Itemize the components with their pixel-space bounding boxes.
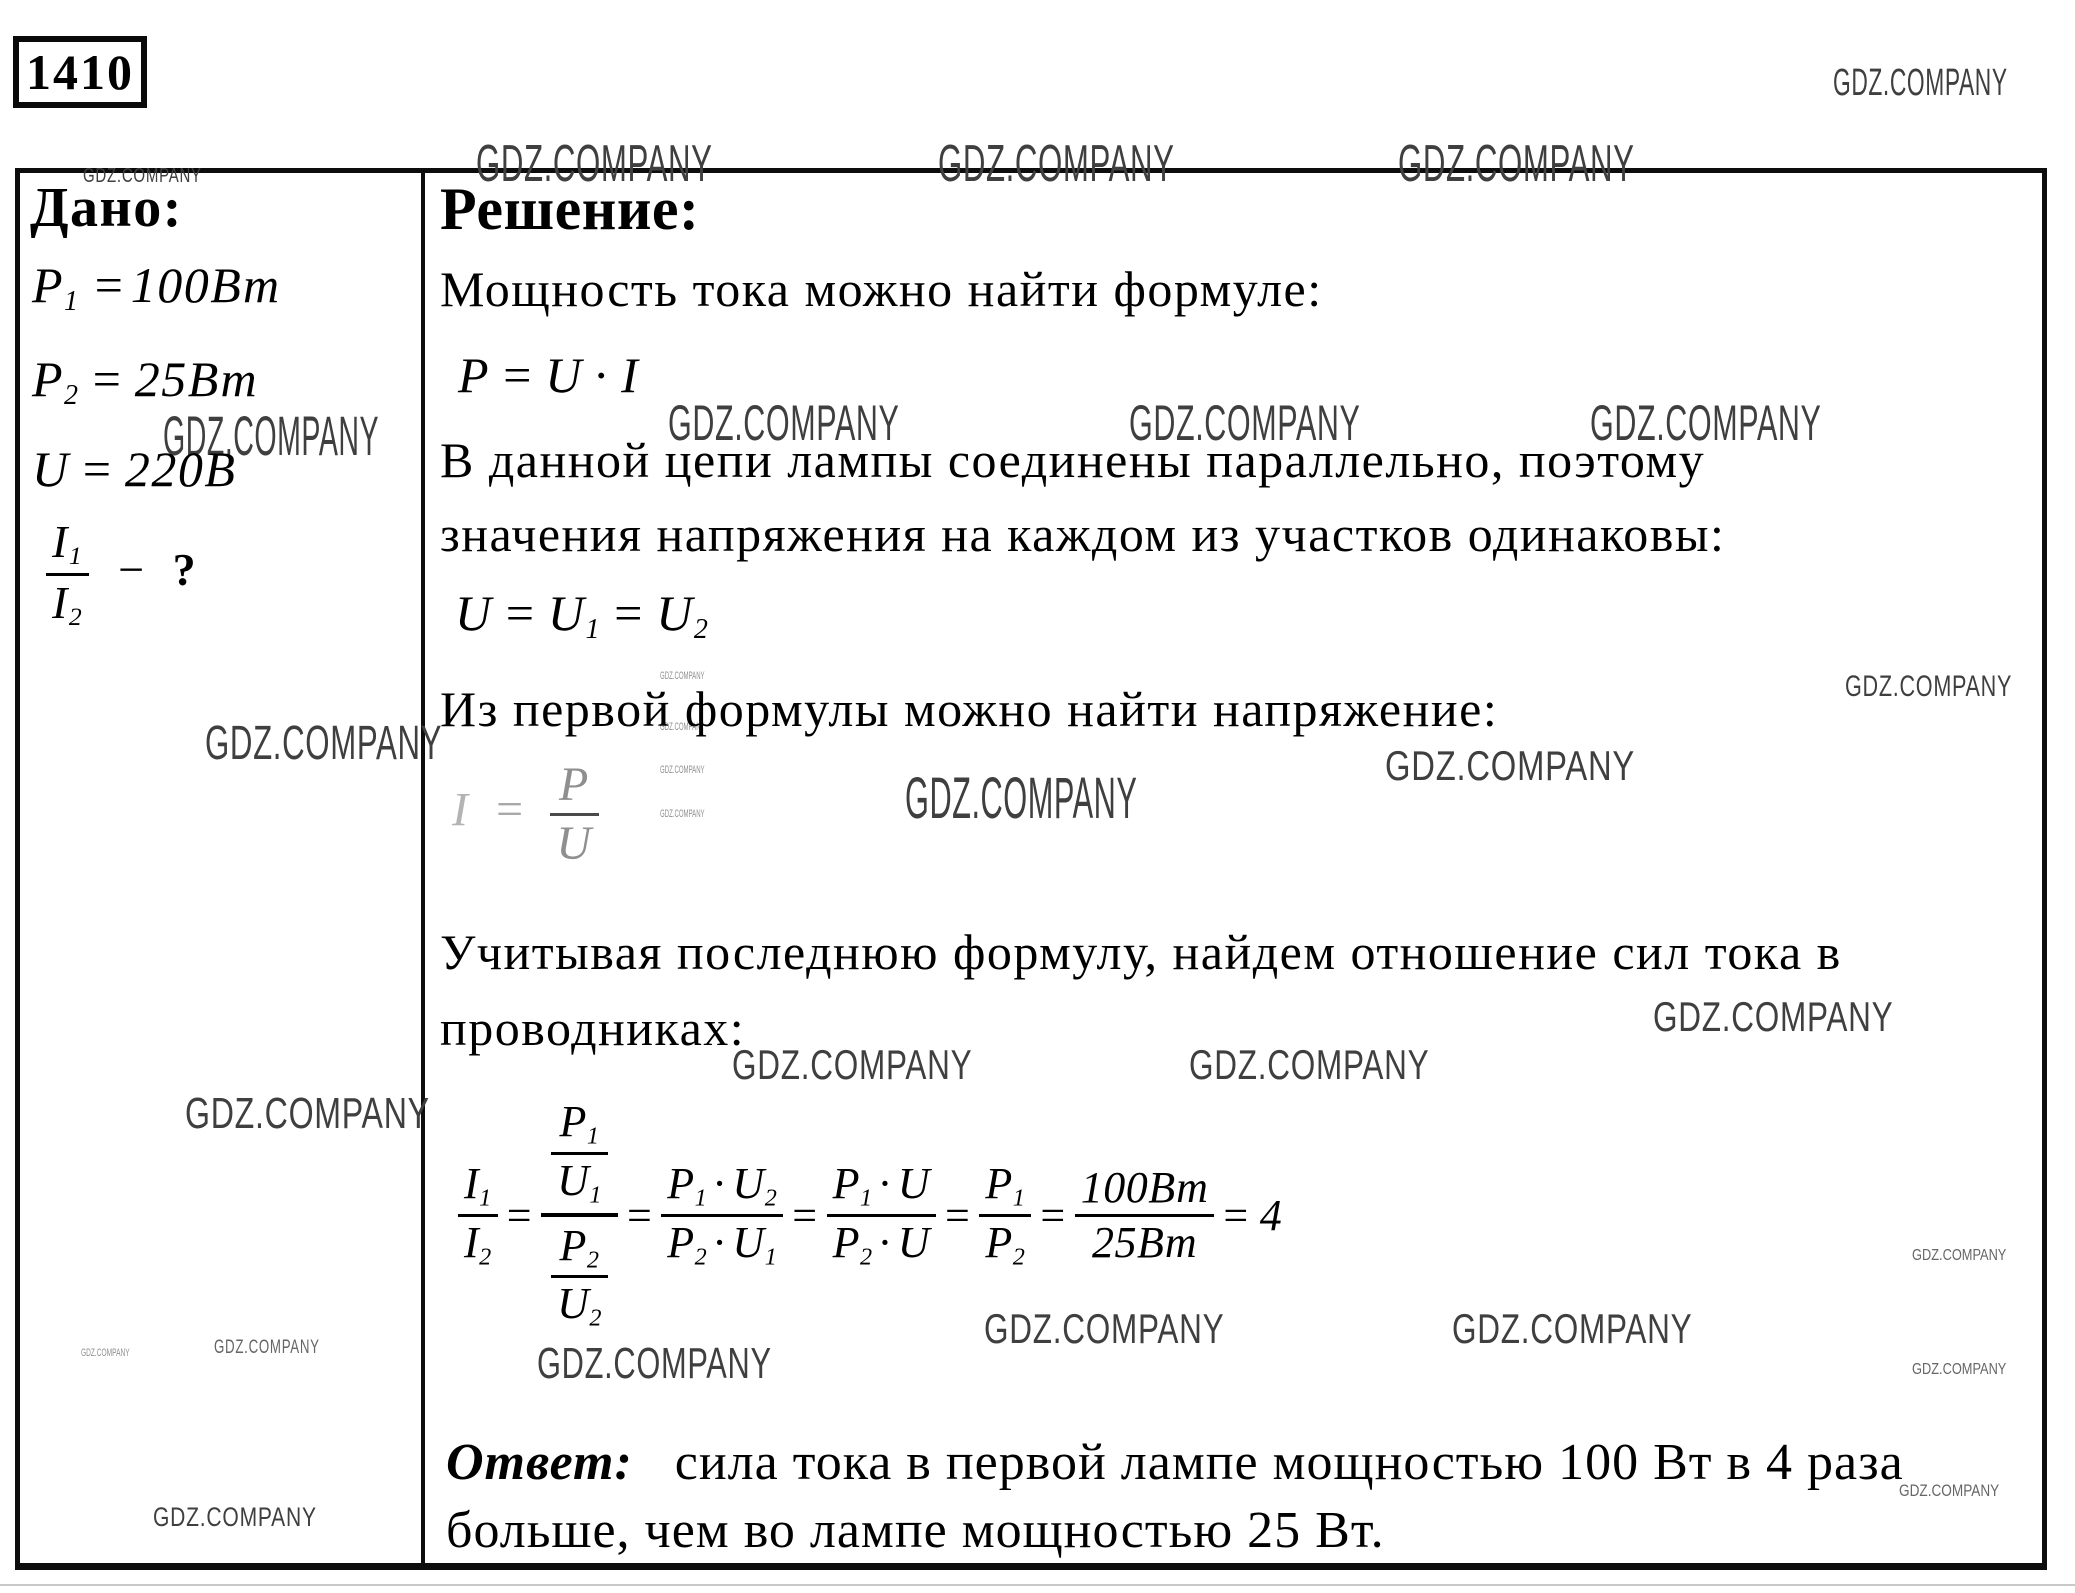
watermark-gdz: GDZ.COMPANY <box>185 1089 430 1138</box>
formula-current: I = P U <box>452 760 599 869</box>
column-divider <box>421 168 425 1565</box>
value-220: 220 <box>124 441 205 497</box>
symbol-P1: P <box>32 257 65 313</box>
watermark-gdz: GDZ.COMPANY <box>1653 993 1894 1040</box>
watermark-gdz: GDZ.COMPANY <box>1189 1041 1430 1088</box>
term-P1-P2: P1 P2 <box>979 1161 1032 1269</box>
unit-watt: Вт <box>187 351 259 407</box>
given-title: Дано: <box>30 177 183 239</box>
given-power1: P1 =100Вт <box>32 258 281 318</box>
solution-line5: Учитывая последнюю формулу, найдем отнош… <box>440 924 1842 980</box>
watermark-gdz: GDZ.COMPANY <box>1833 62 2008 104</box>
term-I1-I2: I1 I2 <box>458 1161 498 1269</box>
ratio-I1-I2: I1 I2 <box>46 516 90 631</box>
unit-watt: Вт <box>210 257 281 313</box>
unit-volt: В <box>204 441 237 497</box>
symbol-I2: I <box>52 576 69 628</box>
watermark-gdz: GDZ.COMPANY <box>938 135 1175 193</box>
symbol-U: U <box>32 441 70 497</box>
term-nested-fractions: P1 U1 P2 U2 <box>541 1097 618 1333</box>
answer-line1: Ответ: сила тока в первой лампе мощность… <box>446 1434 1904 1491</box>
watermark-gdz: GDZ.COMPANY <box>153 1502 317 1532</box>
watermark-gdz: GDZ.COMPANY <box>660 808 705 820</box>
watermark-gdz: GDZ.COMPANY <box>660 721 705 733</box>
watermark-gdz: GDZ.COMPANY <box>732 1041 973 1088</box>
dash: − <box>118 544 146 596</box>
given-find-ratio: I1 I2 − ? <box>46 518 197 631</box>
watermark-gdz: GDZ.COMPANY <box>81 1347 130 1359</box>
answer-label: Ответ: <box>446 1434 633 1491</box>
fraction-P-over-U: P U <box>550 760 599 869</box>
watermark-gdz: GDZ.COMPANY <box>83 165 202 187</box>
symbol-I-faint: I <box>452 783 470 837</box>
solution-line6: проводниках: <box>440 1000 746 1056</box>
solution-line2: В данной цепи лампы соединены параллельн… <box>440 432 1706 488</box>
watermark-gdz: GDZ.COMPANY <box>984 1305 1225 1352</box>
subscript-1: 1 <box>64 285 80 317</box>
watermark-gdz: GDZ.COMPANY <box>1590 395 1822 451</box>
watermark-gdz: GDZ.COMPANY <box>476 135 713 193</box>
term-P1U2-P2U1: P1 · U2 P2 · U1 <box>661 1161 784 1269</box>
watermark-gdz: GDZ.COMPANY <box>537 1339 772 1388</box>
equals-sign: = <box>89 351 125 407</box>
term-100-25: 100Вт 25Вт <box>1074 1164 1215 1266</box>
given-voltage: U = 220В <box>32 442 236 497</box>
watermark-gdz: GDZ.COMPANY <box>214 1337 320 1358</box>
formula-equal-voltages: U = U1 = U2 <box>455 585 710 645</box>
equals-sign: = <box>91 257 127 313</box>
watermark-gdz: GDZ.COMPANY <box>205 717 443 770</box>
answer-line2: больше, чем во лампе мощностью 25 Вт. <box>446 1502 1385 1559</box>
value-100: 100 <box>130 257 211 313</box>
solution-line3: значения напряжения на каждом из участко… <box>440 506 1726 562</box>
symbol-I1: I <box>52 516 69 567</box>
watermark-gdz: GDZ.COMPANY <box>1398 135 1635 193</box>
subscript-2: 2 <box>64 379 80 411</box>
solution-table-border <box>15 168 2047 1570</box>
watermark-gdz: GDZ.COMPANY <box>668 395 900 451</box>
given-power2: P2 = 25Вт <box>32 352 258 412</box>
watermark-gdz: GDZ.COMPANY <box>660 670 705 682</box>
watermark-gdz: GDZ.COMPANY <box>1385 742 1636 789</box>
symbol-P2: P <box>32 351 65 407</box>
solution-line1: Мощность тока можно найти формуле: <box>440 261 1323 317</box>
watermark-gdz: GDZ.COMPANY <box>660 764 705 776</box>
problem-number: 1410 <box>26 44 134 100</box>
question-mark: ? <box>172 544 198 596</box>
watermark-gdz: GDZ.COMPANY <box>1845 670 2013 703</box>
formula-power: P = U · I <box>458 347 640 403</box>
current-ratio-equation: I1 I2 = P1 U1 P2 U2 = P1 · U2 P2 · U1 = P1 · U P… <box>458 1078 1282 1352</box>
watermark-gdz: GDZ.COMPANY <box>1912 1247 2007 1264</box>
equals-sign: = <box>79 441 115 497</box>
watermark-gdz: GDZ.COMPANY <box>905 766 1138 831</box>
value-25: 25 <box>134 351 188 407</box>
problem-number-box: 1410 <box>13 36 147 108</box>
watermark-gdz: GDZ.COMPANY <box>163 404 380 467</box>
watermark-gdz: GDZ.COMPANY <box>1452 1305 1693 1352</box>
watermark-gdz: GDZ.COMPANY <box>1129 395 1361 451</box>
scan-artifact-line <box>0 1584 2075 1586</box>
solution-line4: Из первой формулы можно найти напряжение… <box>440 681 1499 737</box>
solution-title: Решение: <box>440 176 700 242</box>
watermark-gdz: GDZ.COMPANY <box>1912 1361 2007 1378</box>
equation-result: 4 <box>1259 1190 1283 1240</box>
watermark-gdz: GDZ.COMPANY <box>1899 1481 2000 1500</box>
answer-text1: сила тока в первой лампе мощностью 100 В… <box>674 1434 1904 1491</box>
term-P1U-P2U: P1 · U P2 · U <box>826 1161 937 1269</box>
